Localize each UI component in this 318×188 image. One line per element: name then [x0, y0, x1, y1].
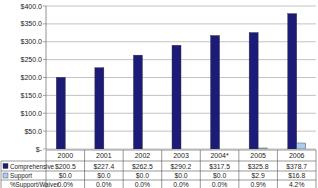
- table-value: $317.5: [209, 163, 230, 170]
- tick-label: $50.0: [24, 128, 42, 135]
- tick: [43, 95, 46, 96]
- table-line: [200, 150, 201, 188]
- table-line: [161, 150, 162, 188]
- table-value: $0.0: [174, 172, 187, 179]
- table-line: [123, 150, 124, 188]
- table-value: $290.2: [171, 163, 192, 170]
- tick-label: $350.0: [21, 20, 43, 27]
- table-line: [238, 150, 239, 188]
- legend-label: %Support/Waiver: [10, 181, 59, 188]
- legend-key: [3, 164, 8, 169]
- table-value: $200.5: [55, 163, 76, 170]
- tick: [43, 77, 46, 78]
- tick-label: $250.0: [21, 56, 43, 63]
- table-value: $16.8: [288, 172, 305, 179]
- legend-label: Comprehensive: [10, 163, 55, 171]
- bar: [133, 55, 142, 149]
- table-line: [1, 161, 2, 188]
- bar: [249, 33, 258, 149]
- tick: [43, 23, 46, 24]
- tick-label: $-: [36, 146, 43, 153]
- legend-key: [3, 173, 8, 178]
- bar: [142, 149, 151, 150]
- table-value: 0.0%: [58, 181, 74, 188]
- legend-label: Support: [10, 172, 32, 180]
- bar: [288, 14, 297, 149]
- table-line: [1, 161, 316, 162]
- tick-label: $200.0: [21, 74, 43, 81]
- table-line: [1, 171, 316, 172]
- category-label: 2001: [96, 152, 112, 159]
- table-value: $227.4: [93, 163, 114, 170]
- table-value: $0.0: [59, 172, 72, 179]
- chart: $- $50.0 $100.0 $150.0 $200.0 $250.0 $300.0 $35…: [0, 0, 318, 188]
- table-value: $378.7: [286, 163, 307, 170]
- y-axis: [46, 6, 47, 149]
- category-label: 2003: [173, 152, 189, 159]
- table-value: 0.0%: [212, 181, 228, 188]
- tick-label: $100.0: [21, 110, 43, 117]
- table-value: $0.0: [97, 172, 110, 179]
- table-value: 0.0%: [96, 181, 112, 188]
- table-line: [277, 150, 278, 188]
- data-table: 2000 2001 2002 2003 2004* 2005 2006 Comprehensi…: [1, 150, 316, 188]
- bar: [172, 45, 181, 149]
- bar: [56, 77, 65, 149]
- table-value: 0.0%: [173, 181, 189, 188]
- bar: [220, 149, 229, 150]
- bar: [297, 143, 306, 149]
- table-value: $0.0: [136, 172, 149, 179]
- bar: [104, 149, 113, 150]
- bar: [211, 35, 220, 149]
- tick-label: $300.0: [21, 38, 43, 45]
- bar: [65, 149, 74, 150]
- category-label: 2005: [250, 152, 266, 159]
- table-line: [316, 150, 317, 188]
- tick: [43, 113, 46, 114]
- tick-label: $400.0: [21, 3, 43, 10]
- table-value: $0.0: [213, 172, 226, 179]
- table-line: [46, 150, 316, 151]
- category-label: 2004*: [210, 152, 229, 159]
- tick: [43, 41, 46, 42]
- tick: [43, 149, 46, 150]
- grid-line: [46, 23, 316, 24]
- category-label: 2006: [289, 152, 305, 159]
- bar: [181, 149, 190, 150]
- table-value: $262.5: [132, 163, 153, 170]
- bars: [56, 14, 305, 149]
- tick: [43, 59, 46, 60]
- tick-label: $150.0: [21, 92, 43, 99]
- bar: [258, 148, 267, 149]
- table-line: [84, 150, 85, 188]
- table-value: $325.8: [248, 163, 269, 170]
- tick: [43, 6, 46, 7]
- grid-line: [46, 41, 316, 42]
- category-label: 2002: [135, 152, 151, 159]
- category-label: 2000: [57, 152, 73, 159]
- tick: [43, 131, 46, 132]
- grid-line: [46, 6, 316, 7]
- table-value: 0.0%: [135, 181, 151, 188]
- bar: [95, 68, 104, 149]
- table-value: 0.9%: [250, 181, 266, 188]
- table-value: $2.9: [252, 172, 265, 179]
- table-value: 4.2%: [289, 181, 305, 188]
